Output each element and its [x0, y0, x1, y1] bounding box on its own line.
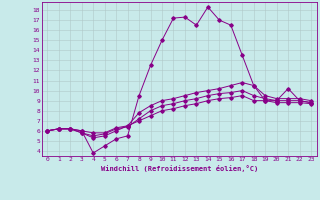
- X-axis label: Windchill (Refroidissement éolien,°C): Windchill (Refroidissement éolien,°C): [100, 165, 258, 172]
